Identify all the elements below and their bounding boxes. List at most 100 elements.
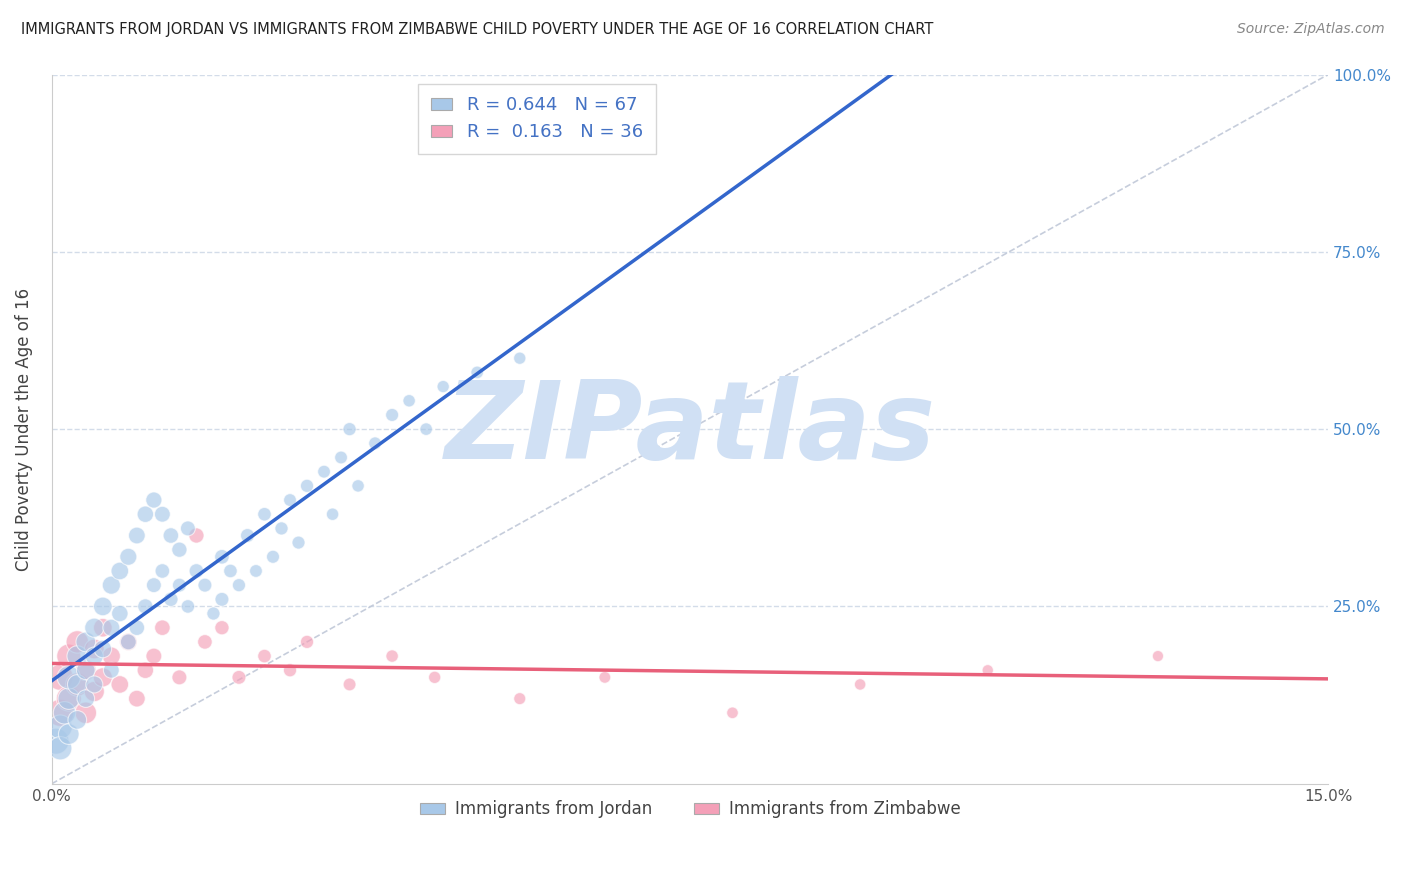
Point bbox=[58, 691, 80, 706]
Point bbox=[49, 706, 72, 720]
Point bbox=[177, 521, 200, 535]
Point bbox=[295, 479, 318, 493]
Point bbox=[245, 564, 267, 578]
Point bbox=[58, 670, 80, 684]
Point bbox=[202, 607, 225, 621]
Text: Source: ZipAtlas.com: Source: ZipAtlas.com bbox=[1237, 22, 1385, 37]
Point bbox=[108, 607, 131, 621]
Point bbox=[100, 621, 122, 635]
Point bbox=[186, 564, 208, 578]
Point bbox=[160, 592, 183, 607]
Text: ZIPatlas: ZIPatlas bbox=[444, 376, 935, 483]
Point bbox=[322, 507, 344, 521]
Point bbox=[381, 408, 404, 422]
Point bbox=[849, 677, 872, 691]
Point bbox=[219, 564, 242, 578]
Point bbox=[169, 578, 191, 592]
Point bbox=[66, 677, 89, 691]
Point bbox=[364, 436, 387, 450]
Point bbox=[100, 649, 122, 664]
Point bbox=[262, 549, 284, 564]
Point bbox=[509, 351, 531, 366]
Point bbox=[91, 599, 114, 614]
Point bbox=[449, 436, 471, 450]
Point bbox=[339, 422, 361, 436]
Point bbox=[211, 549, 233, 564]
Point bbox=[142, 578, 165, 592]
Point bbox=[312, 465, 335, 479]
Point bbox=[228, 670, 250, 684]
Point bbox=[150, 564, 173, 578]
Point bbox=[75, 706, 97, 720]
Point bbox=[977, 663, 1000, 677]
Point bbox=[66, 677, 89, 691]
Point bbox=[134, 663, 156, 677]
Point bbox=[150, 507, 173, 521]
Point bbox=[381, 649, 404, 664]
Point bbox=[236, 528, 259, 542]
Point bbox=[125, 691, 148, 706]
Point bbox=[347, 479, 370, 493]
Point bbox=[117, 635, 139, 649]
Point bbox=[91, 642, 114, 657]
Y-axis label: Child Poverty Under the Age of 16: Child Poverty Under the Age of 16 bbox=[15, 287, 32, 571]
Point bbox=[108, 564, 131, 578]
Point bbox=[83, 649, 105, 664]
Point bbox=[211, 592, 233, 607]
Point bbox=[83, 621, 105, 635]
Point bbox=[339, 677, 361, 691]
Point bbox=[66, 649, 89, 664]
Point bbox=[228, 578, 250, 592]
Point bbox=[330, 450, 353, 465]
Point bbox=[150, 621, 173, 635]
Point bbox=[253, 507, 276, 521]
Point bbox=[58, 727, 80, 741]
Point bbox=[58, 649, 80, 664]
Point bbox=[134, 599, 156, 614]
Point bbox=[177, 599, 200, 614]
Point bbox=[509, 691, 531, 706]
Point bbox=[58, 691, 80, 706]
Point bbox=[721, 706, 744, 720]
Point bbox=[75, 691, 97, 706]
Point bbox=[49, 741, 72, 756]
Point bbox=[117, 549, 139, 564]
Point bbox=[117, 635, 139, 649]
Point bbox=[125, 621, 148, 635]
Point bbox=[169, 542, 191, 557]
Point bbox=[66, 713, 89, 727]
Point bbox=[49, 670, 72, 684]
Point bbox=[108, 677, 131, 691]
Point bbox=[45, 734, 67, 748]
Point bbox=[211, 621, 233, 635]
Point bbox=[194, 635, 217, 649]
Point bbox=[593, 670, 616, 684]
Point bbox=[1147, 649, 1170, 664]
Point bbox=[287, 535, 309, 549]
Point bbox=[91, 670, 114, 684]
Point bbox=[142, 649, 165, 664]
Legend: Immigrants from Jordan, Immigrants from Zimbabwe: Immigrants from Jordan, Immigrants from … bbox=[413, 794, 967, 825]
Point bbox=[75, 663, 97, 677]
Point bbox=[49, 720, 72, 734]
Point bbox=[270, 521, 292, 535]
Point bbox=[295, 635, 318, 649]
Point bbox=[83, 684, 105, 698]
Point bbox=[169, 670, 191, 684]
Point bbox=[278, 493, 301, 508]
Point bbox=[142, 493, 165, 508]
Point bbox=[91, 621, 114, 635]
Point bbox=[465, 365, 488, 379]
Point bbox=[160, 528, 183, 542]
Point bbox=[186, 528, 208, 542]
Point bbox=[423, 670, 446, 684]
Point bbox=[83, 642, 105, 657]
Point bbox=[75, 663, 97, 677]
Point bbox=[53, 706, 76, 720]
Point bbox=[134, 507, 156, 521]
Point bbox=[125, 528, 148, 542]
Point bbox=[100, 578, 122, 592]
Point bbox=[83, 677, 105, 691]
Point bbox=[278, 663, 301, 677]
Text: IMMIGRANTS FROM JORDAN VS IMMIGRANTS FROM ZIMBABWE CHILD POVERTY UNDER THE AGE O: IMMIGRANTS FROM JORDAN VS IMMIGRANTS FRO… bbox=[21, 22, 934, 37]
